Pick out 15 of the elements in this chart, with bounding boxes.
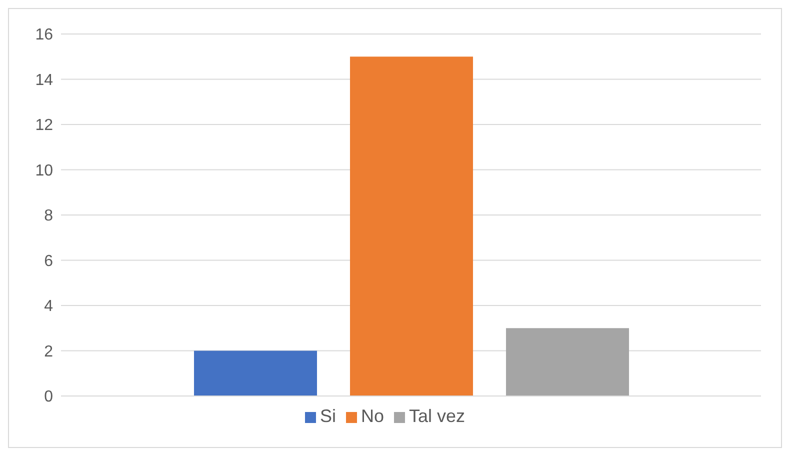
legend-label: Si [320, 406, 336, 426]
y-tick-label: 14 [35, 72, 54, 89]
y-tick-label: 8 [44, 208, 54, 225]
y-tick-label: 16 [35, 26, 54, 44]
bar [194, 350, 317, 396]
bar [506, 328, 629, 396]
bar [350, 56, 473, 396]
y-tick-label: 2 [44, 343, 54, 360]
y-tick-label: 12 [35, 117, 54, 134]
y-tick-label: 6 [44, 252, 54, 270]
y-tick-label: 0 [44, 388, 54, 406]
legend-label: Tal vez [409, 406, 466, 426]
y-tick-label: 4 [44, 298, 54, 316]
y-tick-label: 10 [35, 162, 54, 180]
legend-label: No [360, 406, 384, 426]
